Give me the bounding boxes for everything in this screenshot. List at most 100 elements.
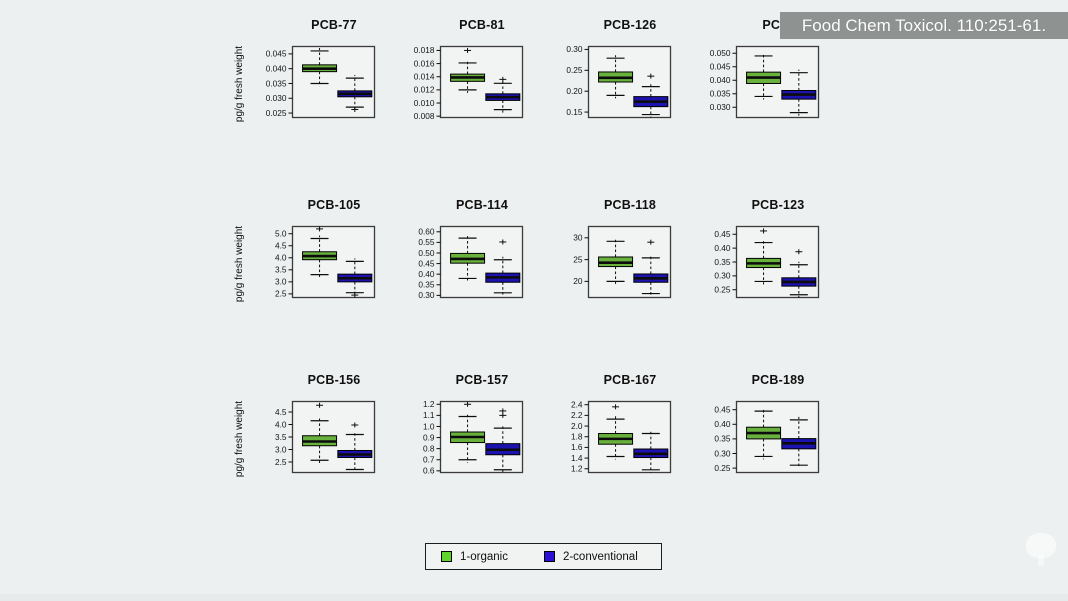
y-tick-label: 0.030 [266, 93, 287, 103]
y-tick-label: 0.016 [414, 58, 435, 68]
boxplot-canvas: 0.030 0.035 0.040 0.045 0.050 [710, 45, 820, 119]
legend-item-organic: 1-organic [441, 551, 508, 563]
y-tick-label: 0.20 [566, 86, 583, 96]
boxplot-canvas: 2.5 3.0 3.5 4.0 4.5 [275, 400, 376, 474]
y-tick-label: 1.6 [571, 442, 583, 452]
y-tick-label: 0.7 [423, 455, 435, 465]
subplot-title: PCB-189 [751, 373, 805, 387]
y-tick-label: 0.025 [266, 108, 287, 118]
y-axis-label: pg/g fresh weight [234, 45, 245, 123]
y-tick-label: 4.5 [275, 241, 287, 251]
box-organic [746, 408, 782, 460]
boxplot-canvas: 1.21.41.61.82.02.22.4 [571, 400, 672, 474]
citation-banner: Food Chem Toxicol. 110:251-61. [780, 12, 1068, 39]
boxplot-canvas: 0.008 0.010 0.012 0.014 0.016 0.018 [414, 45, 524, 121]
y-tick-label: 2.2 [571, 410, 583, 420]
y-tick-label: 3.5 [275, 265, 287, 275]
y-tick-label: 0.50 [418, 248, 435, 258]
y-tick-label: 0.40 [714, 419, 731, 429]
boxplot-canvas: 0.300.350.400.450.500.550.60 [418, 225, 524, 300]
boxplot-canvas: 0.15 0.20 0.25 0.30 [566, 44, 672, 119]
y-tick-label: 1.0 [423, 421, 435, 431]
y-tick-label: 0.25 [714, 285, 731, 295]
subplot-pcb-157: PCB-157 0.6 0.7 0.8 0.9 1.0 1.1 1.2 [396, 373, 544, 491]
y-tick-label: 0.040 [266, 63, 287, 73]
y-tick-label: 0.25 [714, 463, 731, 473]
y-tick-label: 0.035 [710, 89, 731, 99]
boxplot-canvas: 20 25 30 [573, 225, 672, 299]
box-conventional [781, 416, 817, 469]
box-conventional [485, 239, 521, 296]
y-tick-label: 0.35 [714, 257, 731, 267]
box-conventional [633, 430, 669, 473]
subplot-pcb: PCB- 0.030 0.035 0.040 0.045 0.050 [692, 18, 840, 136]
subplot-pcb-123: PCB-123 0.25 0.30 0.35 0.40 0.45 [692, 198, 840, 316]
y-tick-label: 0.008 [414, 111, 435, 121]
y-tick-label: 0.45 [714, 404, 731, 414]
subplot-pcb-126: PCB-126 0.15 0.20 0.25 0.30 [544, 18, 692, 136]
y-tick-label: 0.6 [423, 466, 435, 476]
y-tick-label: 25 [573, 254, 583, 264]
subplot-pcb-118: PCB-118 20 25 30 [544, 198, 692, 316]
box-organic [746, 228, 782, 285]
y-tick-label: 0.050 [710, 48, 731, 58]
subplot-pcb-105: PCB-105 2.5 3.0 3.5 4.0 4.5 5.0 [248, 198, 396, 316]
subplot-title: PCB-118 [603, 198, 657, 212]
box-conventional [485, 408, 521, 473]
subplot-title: PCB-114 [455, 198, 509, 212]
box-organic [450, 401, 486, 463]
y-tick-label: 0.30 [714, 271, 731, 281]
y-tick-label: 0.60 [418, 227, 435, 237]
boxplot-canvas: 0.25 0.30 0.35 0.40 0.45 [714, 225, 820, 299]
box-conventional [337, 75, 373, 113]
y-tick-label: 0.30 [566, 44, 583, 54]
box-organic [302, 47, 338, 87]
box-organic [302, 226, 338, 278]
y-tick-label: 2.4 [571, 400, 583, 410]
y-tick-label: 0.40 [418, 269, 435, 279]
y-tick-label: 1.1 [423, 410, 435, 420]
subplot-pcb-77: PCB-77 0.025 0.030 0.035 0.040 0.045 [248, 18, 396, 136]
box-organic [746, 52, 782, 100]
box-organic [598, 238, 634, 285]
boxplot-canvas: 2.5 3.0 3.5 4.0 4.5 5.0 [275, 225, 376, 299]
y-tick-label: 0.010 [414, 98, 435, 108]
legend-item-conventional: 2-conventional [543, 550, 638, 563]
y-tick-label: 0.45 [418, 258, 435, 268]
subplot-title: PCB-123 [751, 198, 805, 212]
y-tick-label: 0.8 [423, 443, 435, 453]
y-tick-label: 0.40 [714, 243, 731, 253]
y-tick-label: 0.9 [423, 432, 435, 442]
y-tick-label: 3.5 [275, 432, 287, 442]
subplot-title: PCB-167 [603, 373, 657, 387]
y-tick-label: 0.55 [418, 237, 435, 247]
legend-label-conventional: 2-conventional [562, 550, 638, 563]
bottom-edge-strip [0, 594, 1068, 601]
y-tick-label: 0.30 [418, 290, 435, 300]
legend-swatch-conventional-icon [543, 551, 555, 562]
box-conventional [485, 76, 521, 113]
y-axis-label: pg/g fresh weight [234, 400, 245, 478]
subplot-title: PCB-105 [307, 198, 361, 212]
box-organic [450, 47, 486, 93]
y-tick-label: 2.5 [275, 289, 287, 299]
y-tick-label: 0.012 [414, 85, 435, 95]
box-organic [450, 235, 486, 282]
subplot-pcb-81: PCB-81 0.008 0.010 0.012 0.014 0.016 0.018 [396, 18, 544, 136]
legend-swatch-organic-icon [441, 551, 452, 562]
subplot-title: PCB-126 [603, 18, 657, 32]
y-tick-label: 20 [573, 276, 583, 286]
box-conventional [633, 73, 669, 118]
legend-label-organic: 1-organic [460, 550, 508, 563]
y-tick-label: 5.0 [275, 229, 287, 239]
boxplot-canvas: 0.025 0.030 0.035 0.040 0.045 [266, 45, 376, 119]
box-conventional [337, 258, 373, 298]
y-tick-label: 1.8 [571, 432, 583, 442]
y-tick-label: 0.15 [566, 107, 583, 117]
box-conventional [781, 69, 817, 116]
y-tick-label: 0.045 [710, 62, 731, 72]
y-tick-label: 0.35 [418, 280, 435, 290]
box-organic [598, 404, 634, 460]
y-tick-label: 0.035 [266, 78, 287, 88]
y-tick-label: 0.45 [714, 229, 731, 239]
